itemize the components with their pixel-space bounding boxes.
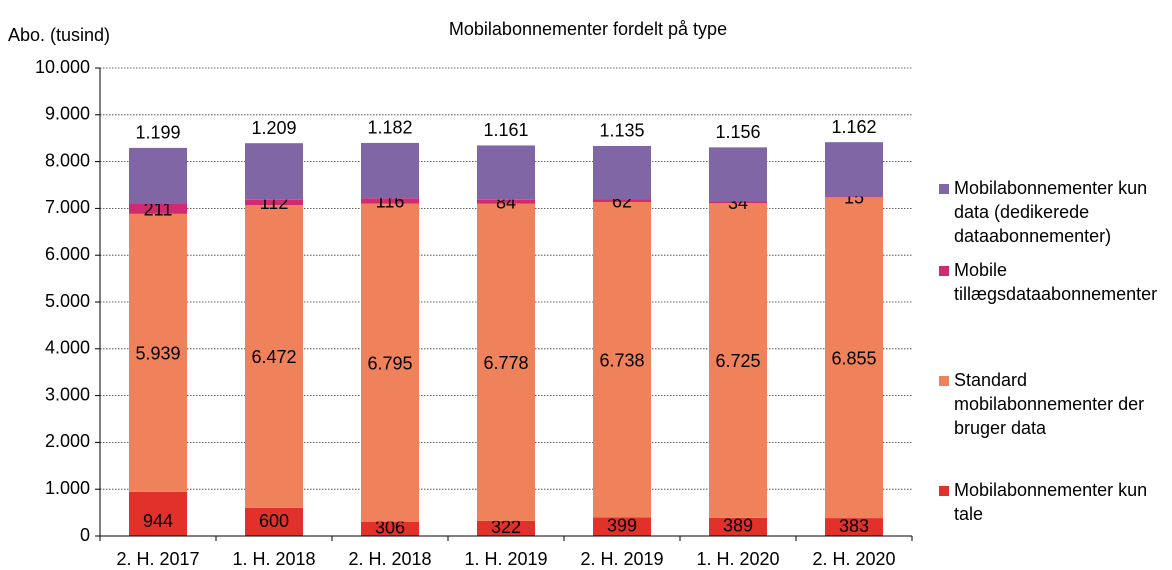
x-tick-label: 2. H. 2017 bbox=[116, 549, 199, 569]
legend-label: Mobilabonnementer kun tale bbox=[954, 480, 1148, 524]
data-label: 6.855 bbox=[831, 348, 876, 368]
y-tick-label: 3.000 bbox=[45, 384, 90, 404]
bar-segment bbox=[593, 145, 651, 200]
x-tick-label: 2. H. 2020 bbox=[812, 549, 895, 569]
bar-segment bbox=[129, 147, 187, 205]
y-tick-label: 2.000 bbox=[45, 431, 90, 451]
bar-segment bbox=[477, 145, 535, 200]
data-label: 211 bbox=[144, 200, 173, 220]
bar-segment bbox=[593, 199, 651, 202]
bar-segment bbox=[825, 197, 883, 519]
bar-segment bbox=[129, 213, 187, 492]
bar-segment bbox=[709, 147, 767, 202]
data-label: 6.472 bbox=[251, 347, 296, 367]
data-label: 1.156 bbox=[715, 122, 760, 142]
bar-segment bbox=[361, 142, 419, 199]
legend-swatch bbox=[939, 266, 949, 276]
bar-segment bbox=[593, 201, 651, 518]
data-label: 383 bbox=[839, 516, 869, 536]
data-label: 1.162 bbox=[831, 117, 876, 137]
y-tick-label: 1.000 bbox=[45, 478, 90, 498]
legend-item: Standard mobilabonnementer der bruger da… bbox=[928, 368, 1168, 440]
legend-label: Mobile tillægsdataabonnementer bbox=[954, 260, 1158, 304]
bar-segment bbox=[477, 520, 535, 536]
bar-segment bbox=[593, 517, 651, 536]
y-tick-label: 10.000 bbox=[35, 57, 90, 77]
data-label: 5.939 bbox=[135, 344, 180, 364]
legend-item: Mobile tillægsdataabonnementer bbox=[928, 258, 1168, 306]
legend-item: Mobilabonnementer kun data (dedikerede d… bbox=[928, 176, 1168, 248]
legend-swatch bbox=[939, 486, 949, 496]
x-tick-label: 2. H. 2018 bbox=[348, 549, 431, 569]
bar-segment bbox=[477, 199, 535, 204]
data-label: 389 bbox=[723, 516, 753, 536]
legend-swatch bbox=[939, 184, 949, 194]
bar-segment bbox=[129, 204, 187, 214]
bar-segment bbox=[245, 143, 303, 200]
y-tick-label: 8.000 bbox=[45, 150, 90, 170]
bar-segment bbox=[361, 203, 419, 522]
data-label: 1.209 bbox=[251, 118, 296, 138]
bar-segment bbox=[129, 491, 187, 536]
data-label: 6.725 bbox=[715, 351, 760, 371]
y-tick-label: 6.000 bbox=[45, 244, 90, 264]
legend-label: Mobilabonnementer kun data (dedikerede d… bbox=[954, 178, 1148, 246]
x-tick-label: 1. H. 2020 bbox=[696, 549, 779, 569]
legend-item: Mobilabonnementer kun tale bbox=[928, 478, 1168, 526]
data-label: 399 bbox=[607, 515, 637, 535]
y-tick-label: 0 bbox=[80, 525, 90, 545]
bar-segment bbox=[709, 517, 767, 536]
y-tick-label: 5.000 bbox=[45, 291, 90, 311]
y-tick-label: 4.000 bbox=[45, 338, 90, 358]
bar-segment bbox=[709, 203, 767, 518]
data-label: 1.199 bbox=[135, 123, 180, 143]
chart-title: Mobilabonnementer fordelt på type bbox=[449, 19, 727, 39]
data-label: 306 bbox=[375, 518, 405, 538]
legend-label: Standard mobilabonnementer der bruger da… bbox=[954, 370, 1145, 438]
y-tick-label: 7.000 bbox=[45, 197, 90, 217]
bar-segment bbox=[825, 518, 883, 536]
data-label: 1.161 bbox=[483, 120, 528, 140]
bar-segment bbox=[825, 142, 883, 197]
data-label: 6.778 bbox=[483, 353, 528, 373]
y-axis-label: Abo. (tusind) bbox=[8, 25, 110, 45]
data-label: 1.135 bbox=[599, 121, 644, 141]
bar-segment bbox=[361, 521, 419, 536]
data-label: 6.795 bbox=[367, 353, 412, 373]
data-label: 322 bbox=[491, 517, 521, 537]
bar-segment bbox=[245, 507, 303, 536]
bar-segment bbox=[709, 201, 767, 204]
data-label: 6.738 bbox=[599, 350, 644, 370]
x-tick-label: 1. H. 2018 bbox=[232, 549, 315, 569]
x-tick-label: 1. H. 2019 bbox=[464, 549, 547, 569]
data-label: 1.182 bbox=[367, 118, 412, 138]
x-tick-label: 2. H. 2019 bbox=[580, 549, 663, 569]
data-label: 944 bbox=[143, 511, 173, 531]
bar-segment bbox=[245, 199, 303, 206]
bar-segment bbox=[477, 203, 535, 521]
data-label: 600 bbox=[259, 511, 289, 531]
bar-segment bbox=[245, 205, 303, 508]
legend-swatch bbox=[939, 376, 949, 386]
y-tick-label: 9.000 bbox=[45, 104, 90, 124]
bar-segment bbox=[361, 198, 419, 204]
bar-segment bbox=[825, 196, 883, 198]
